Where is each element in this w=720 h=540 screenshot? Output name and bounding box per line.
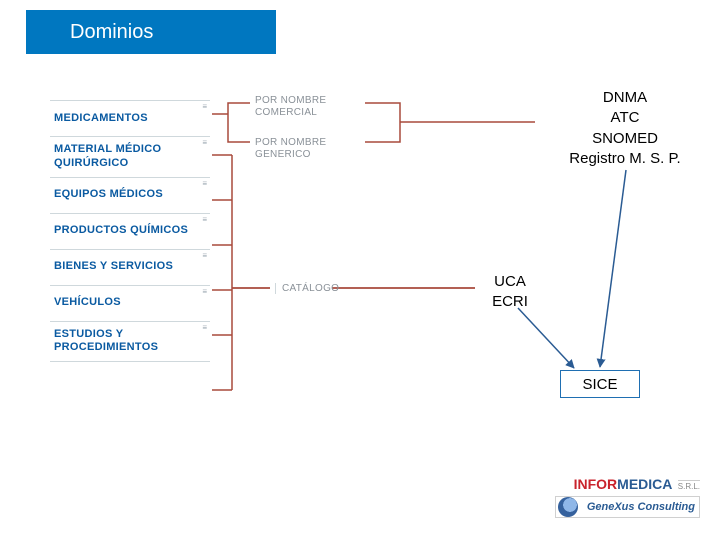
menu-item-equipos[interactable]: EQUIPOS MÉDICOS [50,177,210,213]
sub-items: POR NOMBRE COMERCIAL POR NOMBRE GENERICO [255,95,365,179]
title-text: Dominios [70,21,153,44]
menu-handle-icon [202,103,207,111]
menu-item-bienes[interactable]: BIENES Y SERVICIOS [50,249,210,285]
std-atc: ATC [540,108,710,128]
group-uca-ecri: UCA ECRI [480,272,540,311]
uca: UCA [480,272,540,292]
menu-handle-icon [202,180,207,188]
menu-item-estudios[interactable]: ESTUDIOS Y PROCEDIMIENTOS [50,321,210,363]
logo-genexus-text: GeneXus Consulting [583,499,699,515]
group-standards: DNMA ATC SNOMED Registro M. S. P. [540,88,710,169]
logo-medica: MEDICA [617,476,672,492]
menu-handle-icon [202,139,207,147]
menu-label: PRODUCTOS QUÍMICOS [54,224,188,238]
menu-label: MEDICAMENTOS [54,112,148,126]
menu-handle-icon [202,324,207,332]
menu-item-productos[interactable]: PRODUCTOS QUÍMICOS [50,213,210,249]
sub-por-nombre-generico: POR NOMBRE GENERICO [255,137,365,161]
menu-label: MATERIAL MÉDICO QUIRÚRGICO [54,143,206,171]
menu-label: EQUIPOS MÉDICOS [54,188,163,202]
menu-handle-icon [202,288,207,296]
menu-label: BIENES Y SERVICIOS [54,260,173,274]
menu-handle-icon [202,216,207,224]
sub-catalogo: CATÁLOGO [275,283,339,294]
logo-informedica: INFORMEDICA S.R.L. [555,476,700,492]
std-registro: Registro M. S. P. [540,149,710,169]
std-dnma: DNMA [540,88,710,108]
logo-infor: INFOR [574,476,618,492]
swirl-icon [558,497,578,517]
logos: INFORMEDICA S.R.L. GeneXus Consulting [555,476,700,522]
menu-handle-icon [202,252,207,260]
domain-menu: MEDICAMENTOS MATERIAL MÉDICO QUIRÚRGICO … [50,100,210,362]
logo-srl: S.R.L. [678,480,700,491]
menu-label: ESTUDIOS Y PROCEDIMIENTOS [54,328,206,356]
menu-item-material[interactable]: MATERIAL MÉDICO QUIRÚRGICO [50,136,210,177]
std-snomed: SNOMED [540,129,710,149]
menu-item-medicamentos[interactable]: MEDICAMENTOS [50,100,210,136]
title-box: Dominios [26,10,276,54]
menu-label: VEHÍCULOS [54,296,121,310]
sice-box: SICE [560,370,640,398]
sub-por-nombre-comercial: POR NOMBRE COMERCIAL [255,95,365,119]
menu-item-vehiculos[interactable]: VEHÍCULOS [50,285,210,321]
sice-text: SICE [582,376,617,393]
ecri: ECRI [480,292,540,312]
logo-genexus: GeneXus Consulting [555,496,700,518]
